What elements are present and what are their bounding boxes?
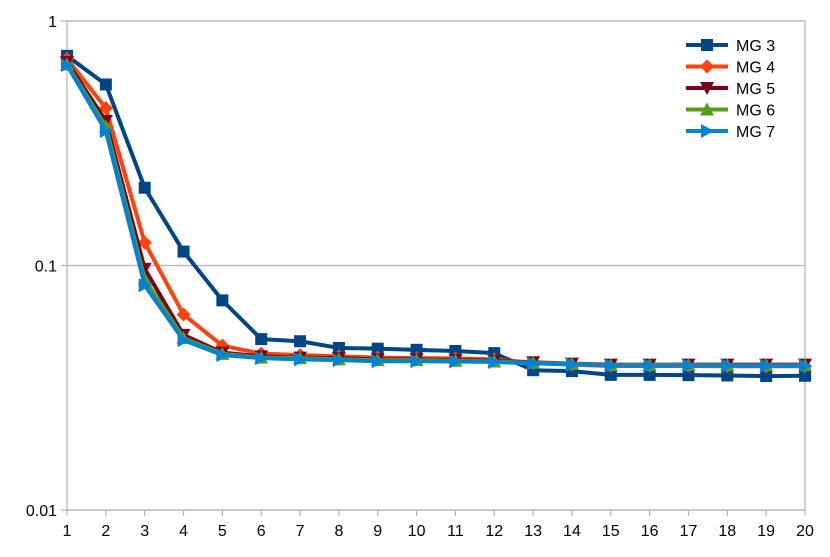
x-tick-label: 19 (757, 523, 775, 540)
y-tick-label: 1 (48, 14, 57, 31)
x-tick-label: 5 (218, 523, 227, 540)
data-point (527, 356, 541, 371)
series-line (65, 63, 807, 368)
data-point (216, 294, 229, 307)
data-point (682, 369, 695, 382)
x-tick-label: 3 (140, 523, 149, 540)
legend-entry: MG 7 (686, 124, 775, 141)
x-tick-label: 2 (101, 523, 110, 540)
data-point (643, 368, 656, 381)
x-tick-label: 4 (179, 523, 188, 540)
x-tick-label: 18 (718, 523, 736, 540)
legend-marker (700, 102, 714, 116)
x-tick-label: 1 (63, 523, 72, 540)
data-point (410, 354, 424, 369)
data-point (99, 78, 112, 91)
data-point (643, 358, 657, 373)
legend-entry: MG 3 (686, 38, 775, 55)
x-tick-label: 14 (563, 523, 581, 540)
legend-marker (701, 39, 713, 51)
data-point (332, 353, 346, 368)
data-point (138, 278, 152, 293)
data-point (177, 245, 190, 258)
series-group (60, 49, 812, 383)
gridlines (67, 20, 805, 511)
series-line (65, 59, 807, 367)
legend-label: MG 7 (736, 124, 775, 141)
x-tick-label: 20 (796, 523, 814, 540)
legend-marker (700, 82, 714, 95)
legend-label: MG 3 (736, 38, 775, 55)
data-point (255, 351, 269, 366)
x-tick-label: 11 (447, 523, 464, 540)
data-point (98, 101, 113, 116)
data-point (799, 369, 811, 382)
data-point (604, 368, 617, 381)
axes: 0.010.111 2 3 4 5 6 7 8 9 10 11 12 13 14 15 16 17 18 19 20 (26, 14, 814, 540)
data-point (410, 343, 423, 356)
x-tick-label: 12 (485, 523, 503, 540)
series-mg-7 (61, 58, 812, 373)
data-point (99, 123, 113, 138)
x-tick-label: 8 (334, 523, 343, 540)
data-point (488, 355, 502, 370)
data-point (61, 58, 74, 73)
data-point (721, 358, 735, 373)
data-point (294, 335, 307, 348)
legend-entry: MG 6 (686, 102, 775, 120)
data-point (682, 358, 696, 373)
data-point (565, 357, 579, 372)
x-tick-label: 16 (641, 523, 659, 540)
data-point (332, 341, 345, 354)
x-tick-label: 6 (257, 523, 266, 540)
legend-entry: MG 5 (686, 81, 775, 98)
data-point (255, 333, 268, 346)
data-point (449, 344, 462, 357)
x-tick-label: 15 (602, 523, 620, 540)
data-point (371, 354, 385, 369)
x-tick-label: 10 (408, 523, 426, 540)
legend-label: MG 5 (736, 81, 775, 98)
data-point (760, 358, 774, 373)
legend-label: MG 6 (736, 103, 775, 120)
x-tick-label: 17 (680, 523, 698, 540)
x-tick-label: 13 (524, 523, 542, 540)
series-line (65, 53, 807, 379)
legend: MG 3 MG 4 MG 5 MG 6 MG 7 (686, 38, 775, 141)
data-point (371, 342, 384, 355)
x-tick-label: 7 (296, 523, 305, 540)
data-point (449, 354, 463, 369)
series-line (65, 56, 807, 369)
data-point (721, 369, 734, 382)
data-point (138, 181, 151, 194)
x-tick-label: 9 (373, 523, 382, 540)
legend-marker (701, 124, 714, 138)
legend-entry: MG 4 (686, 59, 775, 77)
y-tick-label: 0.1 (35, 259, 57, 276)
y-tick-label: 0.01 (26, 503, 57, 520)
data-point (216, 348, 230, 363)
data-point (799, 358, 812, 373)
data-point (604, 358, 618, 373)
data-point (137, 235, 152, 250)
legend-label: MG 4 (736, 60, 775, 77)
data-point (176, 307, 191, 322)
data-point (294, 352, 308, 367)
data-point (177, 333, 191, 348)
legend-marker (700, 59, 714, 74)
data-point (760, 370, 773, 383)
series-mg-3 (61, 49, 811, 383)
